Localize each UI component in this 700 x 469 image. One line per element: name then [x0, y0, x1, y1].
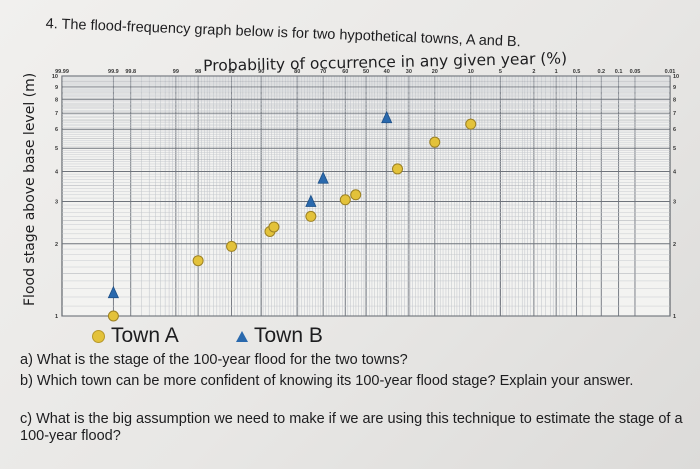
town-a-point	[192, 255, 204, 267]
y-tick-label: 3	[55, 199, 58, 205]
legend-town-a: Town A	[92, 324, 179, 348]
legend-circle-marker	[92, 329, 105, 343]
town-a-point	[339, 194, 351, 206]
y-tick-label-right: 7	[673, 111, 676, 117]
y-tick-label: 4	[55, 170, 59, 176]
town-b-point	[305, 194, 317, 207]
town-a-point	[107, 310, 119, 322]
x-tick-label: 20	[432, 69, 438, 75]
x-tick-label: 0.01	[665, 69, 676, 75]
y-tick-label: 10	[52, 74, 58, 80]
y-tick-labels: 1 2 3 4 5 6 7 8 9 10	[52, 74, 59, 320]
x-tick-label: 60	[342, 69, 348, 75]
town-a-point	[350, 189, 362, 201]
grid-horizontal-lines	[62, 75, 670, 317]
y-tick-label: 1	[55, 314, 58, 320]
town-a-point	[268, 221, 280, 233]
town-b-point	[107, 285, 120, 299]
y-tick-label: 2	[55, 242, 58, 248]
x-tick-label: 90	[258, 69, 264, 75]
town-a-point	[305, 210, 317, 222]
x-tick-label: 5	[499, 69, 502, 75]
x-tick-label: 50	[363, 69, 369, 75]
town-a-point	[391, 163, 403, 175]
x-tick-label: 0.05	[630, 69, 641, 75]
x-tick-labels: 99.99 99.9 99.8 99 98 95 90 80 70 60 50 40 30 20 10 5 2 1…	[55, 69, 675, 75]
x-tick-label: 30	[406, 69, 412, 75]
x-tick-label: 1	[555, 69, 558, 75]
y-tick-label-right: 3	[673, 199, 676, 205]
data-marks	[107, 110, 477, 322]
y-tick-label-right: 10	[673, 74, 679, 80]
question-a: a) What is the stage of the 100-year flo…	[20, 352, 408, 368]
y-tick-label-right: 2	[673, 242, 676, 248]
y-tick-label-right: 9	[673, 85, 676, 91]
x-tick-label: 98	[195, 69, 201, 75]
legend-triangle-marker	[236, 330, 248, 342]
x-tick-label: 70	[320, 69, 326, 75]
x-tick-label: 40	[384, 69, 390, 75]
y-tick-label-right: 8	[673, 97, 676, 103]
x-tick-label: 2	[532, 69, 535, 75]
y-tick-label-right: 4	[673, 170, 677, 176]
town-a-point	[429, 136, 441, 148]
y-tick-label: 7	[55, 111, 58, 117]
legend-town-b: Town B	[236, 324, 323, 348]
y-tick-label: 9	[55, 85, 58, 91]
x-tick-label: 95	[228, 69, 234, 75]
y-tick-label-right: 6	[673, 127, 676, 133]
question-c: c) What is the big assumption we need to…	[20, 411, 683, 444]
x-tick-label: 0.5	[573, 69, 581, 75]
town-a-point	[465, 118, 477, 130]
y-tick-label-right: 1	[673, 314, 676, 320]
y-tick-label: 6	[55, 127, 58, 133]
x-tick-label: 99.99	[55, 69, 69, 75]
x-tick-label: 0.1	[615, 69, 623, 75]
question-b: b) Which town can be more confident of k…	[20, 373, 634, 389]
town-b-point	[381, 110, 393, 124]
x-tick-label: 99.9	[108, 69, 119, 75]
y-tick-labels-right: 1 2 3 4 5 6 7 8 9 10	[673, 74, 679, 320]
y-tick-label: 8	[55, 97, 58, 103]
x-tick-label: 99	[173, 69, 179, 75]
town-b-point	[317, 171, 329, 184]
x-tick-label: 80	[294, 69, 300, 75]
y-tick-label: 5	[55, 146, 58, 152]
legend-town-b-label: Town B	[254, 324, 323, 347]
x-tick-label: 10	[468, 69, 474, 75]
y-tick-label-right: 5	[673, 146, 676, 152]
town-a-point	[226, 240, 238, 252]
legend-town-a-label: Town A	[111, 324, 179, 347]
x-tick-label: 99.8	[125, 69, 136, 75]
x-tick-label: 0.2	[597, 69, 605, 75]
